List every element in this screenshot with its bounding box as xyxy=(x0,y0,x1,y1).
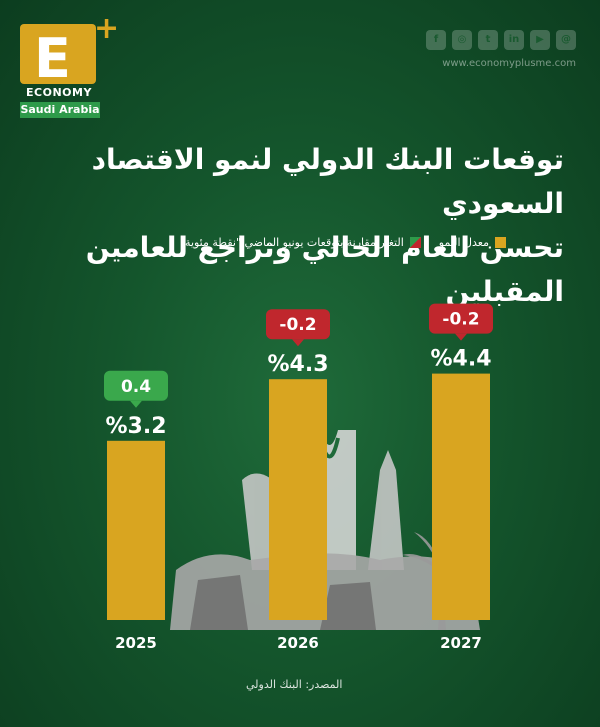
change-badge-2027 xyxy=(429,303,493,334)
bar-2026 xyxy=(269,379,327,620)
bar-value-label-2026: %4.3 xyxy=(267,352,328,377)
legend-swatch-growth xyxy=(495,237,506,248)
change-label-2027: -0.2 xyxy=(442,310,479,330)
legend-label-change: التغير مقارنة بتوقعات يونيو الماضي "نقطة… xyxy=(179,236,404,249)
youtube-icon[interactable]: ▶ xyxy=(530,30,550,50)
twitter-icon[interactable]: t xyxy=(478,30,498,50)
linkedin-icon[interactable]: in xyxy=(504,30,524,50)
bar-value-label-2025: %3.2 xyxy=(105,414,166,439)
change-badge-pointer-2026 xyxy=(292,339,304,347)
bar-2027 xyxy=(432,373,490,620)
bar-2025 xyxy=(107,440,165,620)
x-tick-label-2025: 2025 xyxy=(115,634,157,652)
title-line-1: توقعات البنك الدولي لنمو الاقتصاد السعود… xyxy=(91,143,564,220)
x-tick-label-2027: 2027 xyxy=(440,634,482,652)
logo-wordmark: ECONOMY xyxy=(26,86,92,99)
title-line-2: تحسن للعام الحالي وتراجع للعامين المقبلي… xyxy=(85,231,564,308)
legend-label-growth: معدل النمو xyxy=(438,236,489,249)
social-icons: f ◎ t in ▶ @ xyxy=(426,30,576,50)
logo-box: E xyxy=(20,24,96,90)
legend: معدل النمو التغير مقارنة بتوقعات يونيو ا… xyxy=(180,236,506,249)
x-tick-label-2026: 2026 xyxy=(277,634,319,652)
change-badge-2025 xyxy=(104,370,168,401)
facebook-icon[interactable]: f xyxy=(426,30,446,50)
logo-plus: + xyxy=(94,11,120,46)
bar-value-label-2027: %4.4 xyxy=(430,347,491,372)
source-note: المصدر: البنك الدولي xyxy=(246,678,343,691)
legend-item-change: التغير مقارنة بتوقعات يونيو الماضي "نقطة… xyxy=(180,236,421,249)
legend-swatch-change xyxy=(409,237,421,248)
website-url[interactable]: www.economyplusme.com xyxy=(442,58,576,69)
change-badge-pointer-2025 xyxy=(130,400,142,408)
logo-region: Saudi Arabia xyxy=(20,102,100,118)
change-badge-pointer-2027 xyxy=(455,333,467,341)
economy-plus-logo: E + ECONOMY Saudi Arabia xyxy=(20,14,119,118)
change-label-2026: -0.2 xyxy=(279,315,316,335)
change-badge-2026 xyxy=(266,309,330,340)
logo-letter: E xyxy=(34,27,71,90)
instagram-icon[interactable]: ◎ xyxy=(452,30,472,50)
legend-item-growth: معدل النمو xyxy=(439,236,506,249)
page-title: توقعات البنك الدولي لنمو الاقتصاد السعود… xyxy=(24,138,564,314)
change-label-2025: 0.4 xyxy=(121,377,151,397)
threads-icon[interactable]: @ xyxy=(556,30,576,50)
